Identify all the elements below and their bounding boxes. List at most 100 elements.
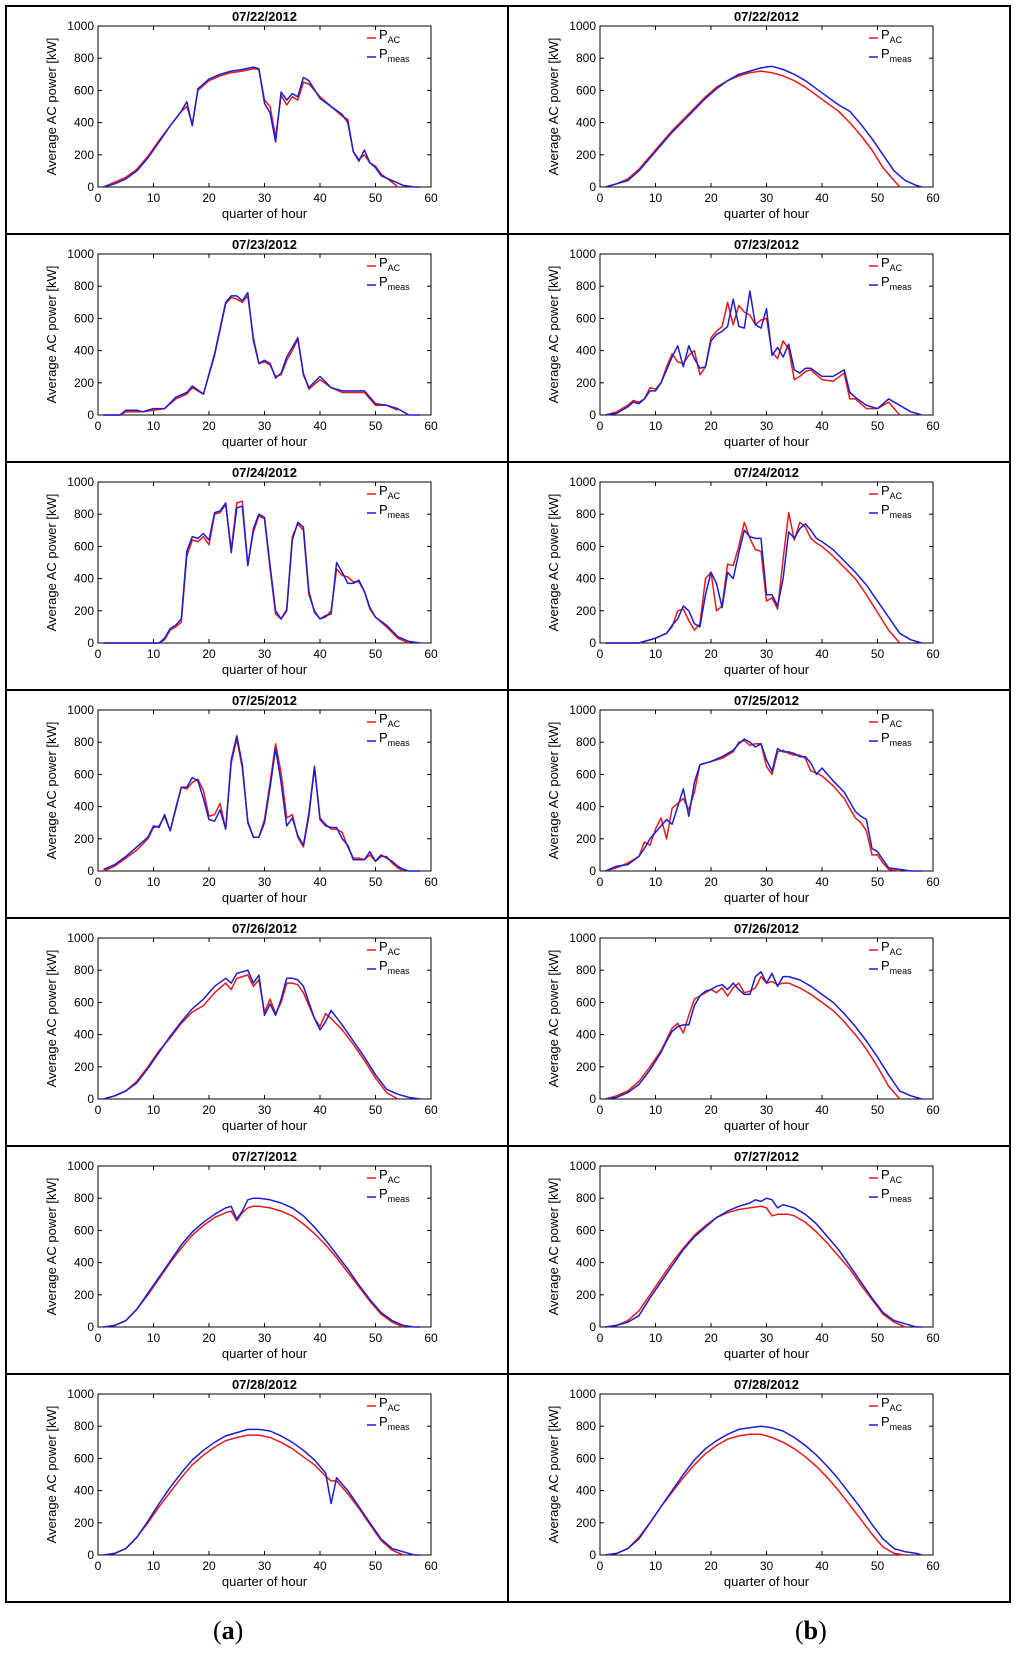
x-tick-label: 30 xyxy=(258,1103,272,1117)
y-axis-label: Average AC power [kW] xyxy=(546,266,561,404)
y-tick-label: 1000 xyxy=(569,19,596,33)
y-tick-label: 0 xyxy=(589,636,596,650)
series-line-p-meas xyxy=(103,502,421,644)
y-tick-label: 400 xyxy=(74,1028,94,1042)
y-tick-label: 800 xyxy=(74,1191,94,1205)
y-tick-label: 800 xyxy=(576,507,596,521)
y-tick-label: 800 xyxy=(576,963,596,977)
x-tick-label: 20 xyxy=(704,191,718,205)
x-tick-label: 50 xyxy=(871,419,885,433)
series-line-p-ac xyxy=(103,1205,404,1328)
legend-label: Pmeas xyxy=(379,502,410,520)
y-tick-label: 800 xyxy=(74,51,94,65)
y-axis-label: Average AC power [kW] xyxy=(44,38,59,176)
x-tick-label: 40 xyxy=(313,647,327,661)
plot-area xyxy=(97,709,432,872)
x-tick-label: 50 xyxy=(871,191,885,205)
y-tick-label: 0 xyxy=(87,180,94,194)
y-tick-label: 400 xyxy=(576,1484,596,1498)
x-tick-label: 10 xyxy=(147,875,161,889)
y-tick-label: 800 xyxy=(74,963,94,977)
x-axis-label: quarter of hour xyxy=(724,206,810,221)
x-tick-label: 30 xyxy=(258,419,272,433)
y-axis-label: Average AC power [kW] xyxy=(546,1178,561,1316)
series-line-p-ac xyxy=(605,739,900,872)
legend-label: PAC xyxy=(881,1395,903,1413)
y-tick-label: 1000 xyxy=(569,703,596,717)
y-tick-label: 400 xyxy=(576,572,596,586)
y-tick-label: 0 xyxy=(589,180,596,194)
series-line-p-ac xyxy=(605,70,901,188)
y-tick-label: 400 xyxy=(74,116,94,130)
x-tick-label: 10 xyxy=(649,1331,663,1345)
y-tick-label: 0 xyxy=(87,1548,94,1562)
series-line-p-meas xyxy=(605,65,923,188)
x-tick-label: 60 xyxy=(424,875,438,889)
x-tick-label: 0 xyxy=(597,419,604,433)
x-axis-label: quarter of hour xyxy=(222,206,308,221)
legend-label: Pmeas xyxy=(379,1414,410,1432)
x-tick-label: 0 xyxy=(95,1331,102,1345)
panel-label-a: (a) xyxy=(213,1616,244,1645)
legend-label: PAC xyxy=(379,939,401,957)
x-tick-label: 0 xyxy=(597,647,604,661)
legend-label: PAC xyxy=(881,255,903,273)
y-axis-label: Average AC power [kW] xyxy=(546,722,561,860)
x-tick-label: 30 xyxy=(258,191,272,205)
y-tick-label: 400 xyxy=(576,344,596,358)
x-tick-label: 40 xyxy=(815,875,829,889)
chart-title: 07/23/2012 xyxy=(232,237,297,252)
x-tick-label: 20 xyxy=(202,875,216,889)
x-tick-label: 50 xyxy=(871,1559,885,1573)
y-tick-label: 200 xyxy=(576,1516,596,1530)
legend-label: PAC xyxy=(881,27,903,45)
x-tick-label: 50 xyxy=(871,1103,885,1117)
x-tick-label: 40 xyxy=(313,1331,327,1345)
y-tick-label: 400 xyxy=(576,800,596,814)
series-line-p-ac xyxy=(605,1205,906,1328)
y-tick-label: 600 xyxy=(74,995,94,1009)
y-axis-label: Average AC power [kW] xyxy=(44,1406,59,1544)
y-tick-label: 0 xyxy=(589,408,596,422)
x-tick-label: 0 xyxy=(597,1559,604,1573)
y-axis-label: Average AC power [kW] xyxy=(44,950,59,1088)
plot-area xyxy=(97,1393,432,1556)
y-tick-label: 200 xyxy=(576,604,596,618)
x-tick-label: 50 xyxy=(369,419,383,433)
x-tick-label: 60 xyxy=(926,875,940,889)
x-tick-label: 0 xyxy=(95,1559,102,1573)
x-tick-label: 20 xyxy=(202,1331,216,1345)
series-line-p-ac xyxy=(605,511,901,644)
series-line-p-meas xyxy=(605,290,923,416)
chart-title: 07/28/2012 xyxy=(232,1377,297,1392)
y-axis-label: Average AC power [kW] xyxy=(546,950,561,1088)
legend-label: PAC xyxy=(379,711,401,729)
x-tick-label: 40 xyxy=(815,1103,829,1117)
y-tick-label: 600 xyxy=(74,767,94,781)
legend-label: PAC xyxy=(379,483,401,501)
x-axis-label: quarter of hour xyxy=(222,1118,308,1133)
x-tick-label: 20 xyxy=(704,647,718,661)
x-tick-label: 30 xyxy=(760,419,774,433)
chart-title: 07/22/2012 xyxy=(232,9,297,24)
x-axis-label: quarter of hour xyxy=(222,1346,308,1361)
chart-title: 07/26/2012 xyxy=(232,921,297,936)
chart-title: 07/27/2012 xyxy=(232,1149,297,1164)
series-line-p-meas xyxy=(605,1197,922,1328)
series-line-p-meas xyxy=(605,738,922,872)
x-tick-label: 40 xyxy=(313,1103,327,1117)
y-tick-label: 200 xyxy=(74,604,94,618)
x-tick-label: 10 xyxy=(649,191,663,205)
series-line-p-meas xyxy=(103,66,420,188)
series-line-p-meas xyxy=(103,735,420,872)
x-tick-label: 50 xyxy=(369,191,383,205)
panel-label-b: (b) xyxy=(795,1616,827,1645)
x-tick-label: 60 xyxy=(424,1331,438,1345)
y-tick-label: 600 xyxy=(74,1451,94,1465)
y-tick-label: 1000 xyxy=(67,703,94,717)
x-tick-label: 40 xyxy=(815,191,829,205)
y-axis-label: Average AC power [kW] xyxy=(546,494,561,632)
x-tick-label: 60 xyxy=(424,1103,438,1117)
